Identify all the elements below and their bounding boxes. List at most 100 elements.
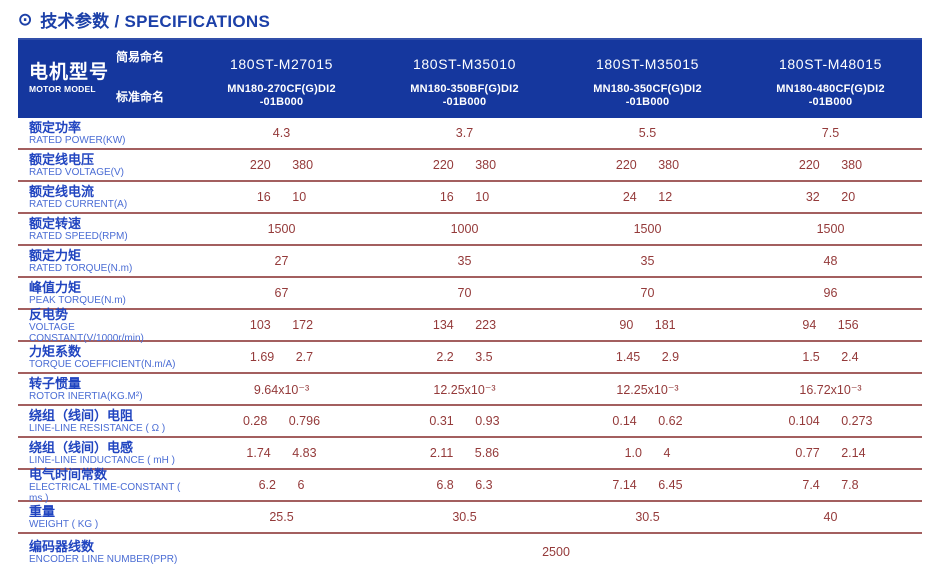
value-cell: 12.25x10⁻³	[433, 382, 496, 397]
value-cell: 0.77 2.14	[795, 446, 866, 460]
value-cell: 6.8 6.3	[436, 478, 493, 492]
value-cell: 30.5	[452, 510, 477, 524]
value-cell: 7.14 6.45	[612, 478, 683, 492]
row-label-en: RATED CURRENT(A)	[29, 199, 128, 210]
model-simple-name: 180ST-M48015	[779, 56, 882, 72]
value-cell: 70	[640, 286, 655, 300]
value-cell: 3.7	[455, 126, 474, 140]
standard-name-line1: MN180-350CF(G)DI2	[593, 83, 702, 95]
row-label-cn: 额定线电流	[29, 184, 95, 199]
spec-row-electrical-time-constant: 电气时间常数 ELECTRICAL TIME-CONSTANT ( ms ) 6…	[18, 466, 922, 504]
row-label-cn: 绕组（线间）电感	[29, 440, 134, 455]
row-label-cn: 转子惯量	[29, 376, 82, 391]
value-cell: 0.14 0.62	[612, 414, 683, 428]
value-cell: 1.69 2.7	[249, 350, 314, 364]
row-label: 额定力矩 RATED TORQUE(N.m)	[18, 246, 190, 276]
row-label-cn: 反电势	[29, 306, 69, 322]
value-cell: 35	[640, 254, 655, 268]
row-label: 电气时间常数 ELECTRICAL TIME-CONSTANT ( ms )	[18, 466, 190, 504]
value-cell: 5.5	[638, 126, 657, 140]
page-title: ⊙ 技术参数 / SPECIFICATIONS	[0, 0, 949, 38]
model-column-header: 180ST-M35010 MN180-350BF(G)DI2 -01B000	[373, 38, 556, 118]
spec-row-torque-coefficient: 力矩系数 TORQUE COEFFICIENT(N.m/A) 1.69 2.7 …	[18, 342, 922, 374]
row-label-en: LINE-LINE RESISTANCE ( Ω )	[29, 423, 166, 434]
value-cell: 1.74 4.83	[246, 446, 317, 460]
value-cell: 2.2 3.5	[436, 350, 493, 364]
value-cell: 1500	[267, 222, 296, 236]
value-cell: 24 12	[622, 190, 673, 204]
row-label-cn: 额定功率	[29, 120, 82, 135]
value-cell: 30.5	[635, 510, 660, 524]
motor-model-header-cell: 电机型号 MOTOR MODEL	[18, 38, 116, 118]
value-cell: 0.104 0.273	[788, 414, 873, 428]
standard-name-line2: -01B000	[625, 96, 670, 108]
value-cell: 7.5	[821, 126, 840, 140]
row-label-cn: 额定转速	[29, 216, 82, 231]
value-cell: 12.25x10⁻³	[616, 382, 679, 397]
row-label-en: RATED SPEED(RPM)	[29, 231, 128, 242]
value-cell: 27	[274, 254, 289, 268]
model-standard-name: MN180-270CF(G)DI2 -01B000	[190, 74, 373, 118]
row-label-en: RATED TORQUE(N.m)	[29, 263, 133, 274]
standard-name-line1: MN180-270CF(G)DI2	[227, 83, 336, 95]
row-label: 额定功率 RATED POWER(KW)	[18, 118, 190, 148]
naming-type-labels: 简易命名 标准命名	[116, 38, 190, 118]
page-title-text: 技术参数 / SPECIFICATIONS	[40, 11, 271, 31]
row-label-en: ELECTRICAL TIME-CONSTANT ( ms )	[29, 481, 181, 504]
value-cell: 35	[457, 254, 472, 268]
row-label-cn: 力矩系数	[29, 344, 82, 359]
value-cell: 16 10	[439, 190, 490, 204]
motor-model-label-cn: 电机型号	[29, 62, 110, 83]
row-label-en: ROTOR INERTIA(KG.M²)	[29, 391, 143, 402]
value-cell: 32 20	[805, 190, 856, 204]
row-label-en: ENCODER LINE NUMBER(PPR)	[29, 553, 178, 565]
spec-row-weight: 重量 WEIGHT ( KG ) 25.5 30.5 30.5 40	[18, 502, 922, 534]
model-standard-name: MN180-480CF(G)DI2 -01B000	[739, 74, 922, 118]
spec-row-peak-torque: 峰值力矩 PEAK TORQUE(N.m) 67 70 70 96	[18, 278, 922, 310]
standard-name-label: 标准命名	[116, 89, 165, 104]
value-cell: 67	[274, 286, 289, 300]
value-cell: 1.5 2.4	[802, 350, 859, 364]
row-label-cn: 峰值力矩	[29, 280, 82, 295]
row-label-en: PEAK TORQUE(N.m)	[29, 295, 126, 306]
spec-row-rated-power: 额定功率 RATED POWER(KW) 4.3 3.7 5.5 7.5	[18, 118, 922, 150]
spec-row-rotor-inertia: 转子惯量 ROTOR INERTIA(KG.M²) 9.64x10⁻³ 12.2…	[18, 374, 922, 406]
row-label-en: VOLTAGE CONSTANT(V/1000r/min)	[29, 321, 144, 344]
row-label: 力矩系数 TORQUE COEFFICIENT(N.m/A)	[18, 342, 190, 372]
row-label: 编码器线数 ENCODER LINE NUMBER(PPR)	[18, 534, 190, 569]
row-label: 额定线电流 RATED CURRENT(A)	[18, 182, 190, 212]
value-cell: 48	[823, 254, 838, 268]
standard-name-line2: -01B000	[259, 96, 304, 108]
model-simple-name: 180ST-M35015	[596, 56, 699, 72]
spec-row-encoder-line-number: 编码器线数 ENCODER LINE NUMBER(PPR) 2500	[18, 534, 922, 569]
model-simple-name: 180ST-M35010	[413, 56, 516, 72]
value-cell: 1.45 2.9	[615, 350, 680, 364]
standard-name-line1: MN180-350BF(G)DI2	[410, 83, 519, 95]
row-label-cn: 重量	[29, 504, 56, 519]
spec-row-line-line-inductance: 绕组（线间）电感 LINE-LINE INDUCTANCE ( mH ) 1.7…	[18, 438, 922, 470]
value-cell: 1500	[816, 222, 845, 236]
value-cell: 16.72x10⁻³	[799, 382, 862, 397]
row-label: 额定转速 RATED SPEED(RPM)	[18, 214, 190, 244]
value-cell: 1500	[633, 222, 662, 236]
row-label: 绕组（线间）电感 LINE-LINE INDUCTANCE ( mH )	[18, 438, 190, 468]
row-label-cn: 电气时间常数	[29, 466, 108, 482]
row-label: 绕组（线间）电阻 LINE-LINE RESISTANCE ( Ω )	[18, 406, 190, 436]
row-label: 转子惯量 ROTOR INERTIA(KG.M²)	[18, 374, 190, 404]
value-cell: 0.28 0.796	[242, 414, 321, 428]
spec-row-rated-voltage: 额定线电压 RATED VOLTAGE(V) 220 380 220 380 2…	[18, 150, 922, 182]
row-label: 峰值力矩 PEAK TORQUE(N.m)	[18, 278, 190, 308]
model-column-header: 180ST-M48015 MN180-480CF(G)DI2 -01B000	[739, 38, 922, 118]
row-label-cn: 额定线电压	[29, 152, 95, 167]
row-label-cn: 额定力矩	[29, 248, 82, 263]
value-cell: 220 380	[798, 158, 863, 172]
spec-row-voltage-constant: 反电势 VOLTAGE CONSTANT(V/1000r/min) 103 17…	[18, 306, 922, 344]
value-cell: 103 172	[249, 318, 314, 332]
specifications-table: 电机型号 MOTOR MODEL 简易命名 标准命名 180ST-M27015 …	[18, 38, 922, 569]
row-label-en: WEIGHT ( KG )	[29, 519, 99, 530]
value-cell: 94 156	[802, 318, 859, 332]
value-cell: 70	[457, 286, 472, 300]
row-label-cn: 编码器线数	[29, 538, 95, 554]
row-label-en: TORQUE COEFFICIENT(N.m/A)	[29, 359, 176, 370]
